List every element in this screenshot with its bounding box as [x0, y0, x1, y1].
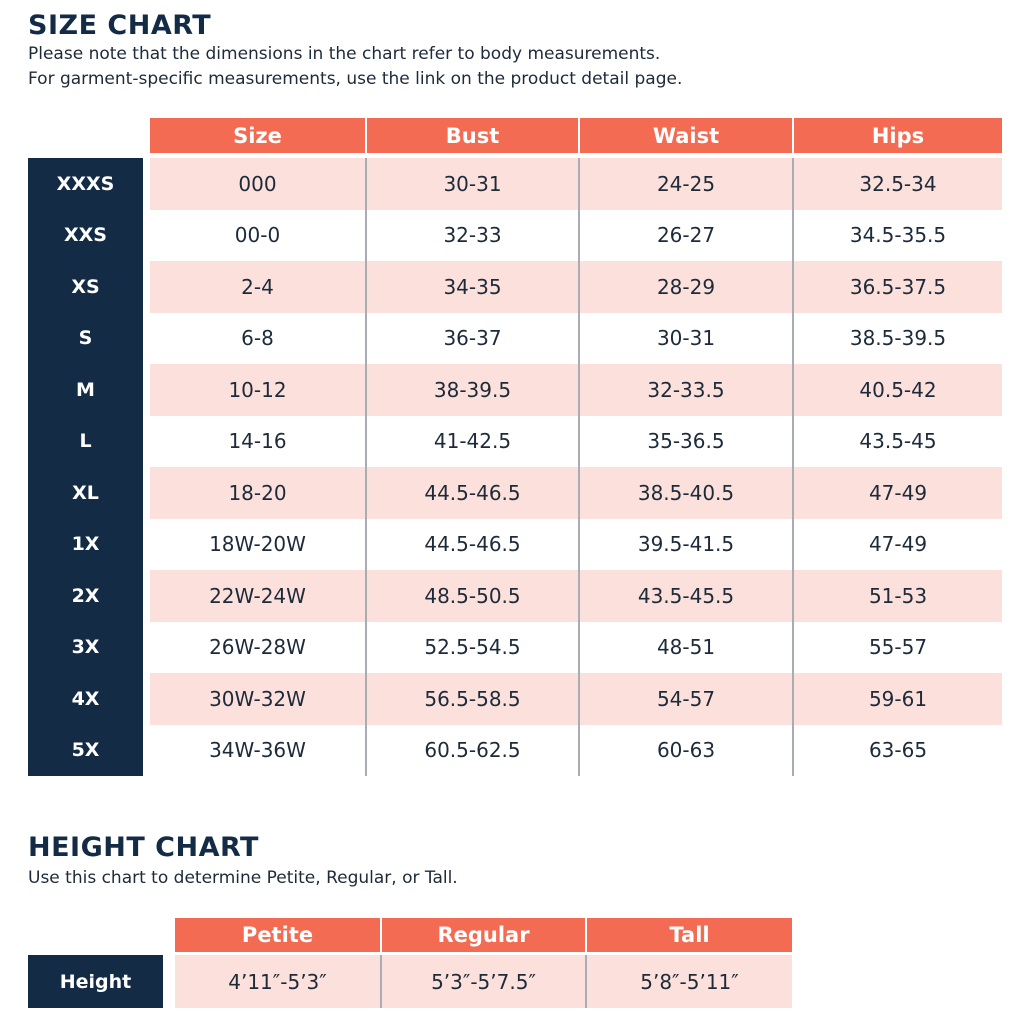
table-cell: 5’8″-5’11″ [640, 969, 739, 994]
table-cell: 52.5-54.5 [367, 621, 580, 673]
row-label: 1X [28, 518, 143, 570]
table-cell: 22W-24W [150, 570, 367, 622]
table-cell: 24-25 [580, 158, 794, 210]
table-cell: 18-20 [150, 467, 367, 519]
table-row: 22W-24W 48.5-50.5 43.5-45.5 51-53 [150, 570, 1002, 622]
table-cell: 30W-32W [150, 673, 367, 725]
table-cell: 34.5-35.5 [849, 223, 947, 248]
row-label: Height [28, 955, 163, 1008]
table-cell: 36.5-37.5 [849, 274, 947, 299]
table-cell: 41-42.5 [367, 415, 580, 467]
height-chart-note: Use this chart to determine Petite, Regu… [28, 868, 458, 888]
table-cell: 35-36.5 [580, 415, 794, 467]
table-cell: 44.5-46.5 [367, 518, 580, 570]
table-cell: 43.5-45 [859, 429, 937, 454]
column-header: Regular [382, 918, 585, 952]
table-row: 10-12 38-39.5 32-33.5 40.5-42 [150, 364, 1002, 416]
table-cell: 32-33 [367, 209, 580, 261]
row-label: 3X [28, 621, 143, 673]
table-cell: 51-53 [868, 583, 928, 608]
row-label: M [28, 364, 143, 416]
table-cell: 30-31 [367, 158, 580, 210]
table-cell: 34W-36W [150, 724, 367, 776]
row-label: XXS [28, 209, 143, 261]
row-label: 5X [28, 724, 143, 776]
table-cell: 40.5-42 [859, 377, 937, 402]
row-label: 4X [28, 673, 143, 725]
table-cell: 59-61 [868, 686, 928, 711]
row-label: 2X [28, 570, 143, 622]
row-label: XS [28, 261, 143, 313]
column-header: Bust [367, 118, 578, 153]
table-row: 2-4 34-35 28-29 36.5-37.5 [150, 261, 1002, 313]
table-cell: 000 [150, 158, 367, 210]
height-chart-title: HEIGHT CHART [28, 832, 259, 863]
table-cell: 36-37 [367, 312, 580, 364]
table-cell: 14-16 [150, 415, 367, 467]
column-header: Waist [580, 118, 792, 153]
table-cell: 32.5-34 [859, 171, 937, 196]
table-cell: 5’3″-5’7.5″ [382, 955, 587, 1008]
table-cell: 39.5-41.5 [580, 518, 794, 570]
table-cell: 47-49 [868, 480, 928, 505]
table-cell: 38.5-39.5 [849, 326, 947, 351]
table-row: 18W-20W 44.5-46.5 39.5-41.5 47-49 [150, 518, 1002, 570]
table-cell: 26-27 [580, 209, 794, 261]
table-row: 26W-28W 52.5-54.5 48-51 55-57 [150, 621, 1002, 673]
table-cell: 60-63 [580, 724, 794, 776]
size-chart-note-2: For garment-specific measurements, use t… [28, 69, 683, 89]
row-label: S [28, 312, 143, 364]
table-cell: 10-12 [150, 364, 367, 416]
table-cell: 44.5-46.5 [367, 467, 580, 519]
column-header: Hips [794, 118, 1002, 153]
table-cell: 28-29 [580, 261, 794, 313]
table-cell: 4’11″-5’3″ [175, 955, 382, 1008]
table-cell: 48.5-50.5 [367, 570, 580, 622]
column-header: Size [150, 118, 365, 153]
table-row: 00-0 32-33 26-27 34.5-35.5 [150, 209, 1002, 261]
table-cell: 63-65 [868, 738, 928, 763]
table-cell: 2-4 [150, 261, 367, 313]
size-chart-note-1: Please note that the dimensions in the c… [28, 44, 661, 64]
row-label: L [28, 415, 143, 467]
column-header: Petite [175, 918, 380, 952]
table-row: 000 30-31 24-25 32.5-34 [150, 158, 1002, 210]
table-row: 18-20 44.5-46.5 38.5-40.5 47-49 [150, 467, 1002, 519]
table-cell: 30-31 [580, 312, 794, 364]
table-cell: 00-0 [150, 209, 367, 261]
table-cell: 26W-28W [150, 621, 367, 673]
table-cell: 56.5-58.5 [367, 673, 580, 725]
table-row: 6-8 36-37 30-31 38.5-39.5 [150, 312, 1002, 364]
table-row: 14-16 41-42.5 35-36.5 43.5-45 [150, 415, 1002, 467]
column-header: Tall [587, 918, 792, 952]
table-cell: 47-49 [868, 532, 928, 557]
table-row: 34W-36W 60.5-62.5 60-63 63-65 [150, 724, 1002, 776]
table-cell: 54-57 [580, 673, 794, 725]
size-chart-title: SIZE CHART [28, 10, 212, 41]
table-cell: 6-8 [150, 312, 367, 364]
table-cell: 43.5-45.5 [580, 570, 794, 622]
table-cell: 38.5-40.5 [580, 467, 794, 519]
table-cell: 55-57 [868, 635, 928, 660]
table-cell: 18W-20W [150, 518, 367, 570]
table-cell: 60.5-62.5 [367, 724, 580, 776]
table-row: 4’11″-5’3″ 5’3″-5’7.5″ 5’8″-5’11″ [175, 955, 792, 1008]
row-label: XL [28, 467, 143, 519]
table-cell: 34-35 [367, 261, 580, 313]
table-cell: 48-51 [580, 621, 794, 673]
table-cell: 38-39.5 [367, 364, 580, 416]
row-label: XXXS [28, 158, 143, 210]
table-cell: 32-33.5 [580, 364, 794, 416]
table-row: 30W-32W 56.5-58.5 54-57 59-61 [150, 673, 1002, 725]
